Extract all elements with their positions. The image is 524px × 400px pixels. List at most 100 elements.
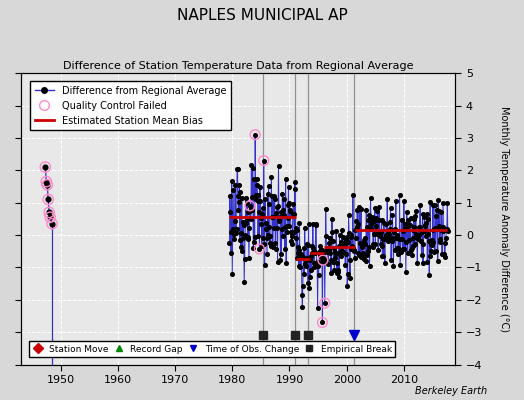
Point xyxy=(400,246,409,252)
Point xyxy=(305,284,313,291)
Point xyxy=(348,243,356,249)
Point xyxy=(237,244,245,250)
Point xyxy=(242,195,250,201)
Point xyxy=(238,219,247,225)
Point xyxy=(368,215,377,222)
Point xyxy=(356,252,364,258)
Point xyxy=(396,262,405,269)
Point xyxy=(327,270,335,276)
Point xyxy=(406,222,414,228)
Point xyxy=(428,237,436,243)
Point xyxy=(239,235,247,242)
Point xyxy=(439,224,447,230)
Point xyxy=(275,216,283,223)
Point xyxy=(439,228,447,234)
Point xyxy=(322,245,331,251)
Point xyxy=(302,262,310,269)
Point xyxy=(299,254,308,260)
Point xyxy=(325,234,334,241)
Point xyxy=(228,271,236,277)
Point xyxy=(225,240,234,247)
Point xyxy=(280,246,289,252)
Point xyxy=(289,210,297,217)
Point xyxy=(443,226,451,232)
Point xyxy=(423,216,432,222)
Point xyxy=(339,234,347,241)
Point xyxy=(260,262,269,268)
Point xyxy=(384,230,392,236)
Point xyxy=(434,197,442,203)
Point xyxy=(304,221,313,227)
Point xyxy=(261,196,269,202)
Point xyxy=(420,228,428,234)
Point xyxy=(442,227,451,233)
Point xyxy=(278,191,287,198)
Point xyxy=(283,229,291,235)
Point xyxy=(303,242,312,248)
Point xyxy=(250,234,259,240)
Point xyxy=(324,261,332,268)
Point xyxy=(405,222,413,229)
Point xyxy=(350,247,358,253)
Point xyxy=(347,234,356,241)
Point xyxy=(310,264,318,270)
Point xyxy=(433,258,442,264)
Point xyxy=(306,273,314,280)
Point xyxy=(369,240,378,247)
Point xyxy=(271,240,279,246)
Point xyxy=(359,256,368,262)
Point xyxy=(412,230,420,237)
Point xyxy=(267,173,276,180)
Point xyxy=(353,224,361,230)
Point xyxy=(421,222,429,228)
Point xyxy=(374,216,382,223)
Point xyxy=(401,221,409,228)
Point xyxy=(248,194,256,200)
Point xyxy=(282,223,291,230)
Point xyxy=(296,264,304,270)
Point xyxy=(352,235,360,241)
Point xyxy=(424,230,432,237)
Point xyxy=(285,200,293,206)
Point xyxy=(46,214,54,220)
Point xyxy=(269,244,277,250)
Point xyxy=(281,176,290,182)
Point xyxy=(389,235,397,241)
Point xyxy=(354,221,362,228)
Point xyxy=(288,240,296,247)
Point xyxy=(386,226,394,232)
Point xyxy=(387,238,396,244)
Point xyxy=(243,236,252,242)
Point xyxy=(292,235,300,241)
Point xyxy=(264,232,272,238)
Point xyxy=(367,226,376,232)
Point xyxy=(444,228,452,234)
Point xyxy=(234,193,242,199)
Point xyxy=(229,187,237,193)
Point xyxy=(301,257,310,264)
Point xyxy=(438,251,446,258)
Point xyxy=(363,252,371,259)
Point xyxy=(235,182,244,188)
Point xyxy=(231,218,239,224)
Point xyxy=(281,224,289,231)
Point xyxy=(227,178,236,185)
Point xyxy=(309,245,318,251)
Point xyxy=(403,250,412,257)
Point xyxy=(436,227,445,233)
Point xyxy=(255,246,264,252)
Point xyxy=(348,192,357,198)
Point xyxy=(284,202,292,208)
Point xyxy=(336,244,345,250)
Point xyxy=(41,164,50,170)
Point xyxy=(244,234,253,240)
Point xyxy=(45,209,53,216)
Point xyxy=(391,226,399,232)
Point xyxy=(416,224,424,231)
Point xyxy=(441,240,450,246)
Point xyxy=(377,216,386,223)
Point xyxy=(266,240,274,246)
Point xyxy=(368,214,376,220)
Point xyxy=(337,239,345,246)
Point xyxy=(366,195,375,202)
